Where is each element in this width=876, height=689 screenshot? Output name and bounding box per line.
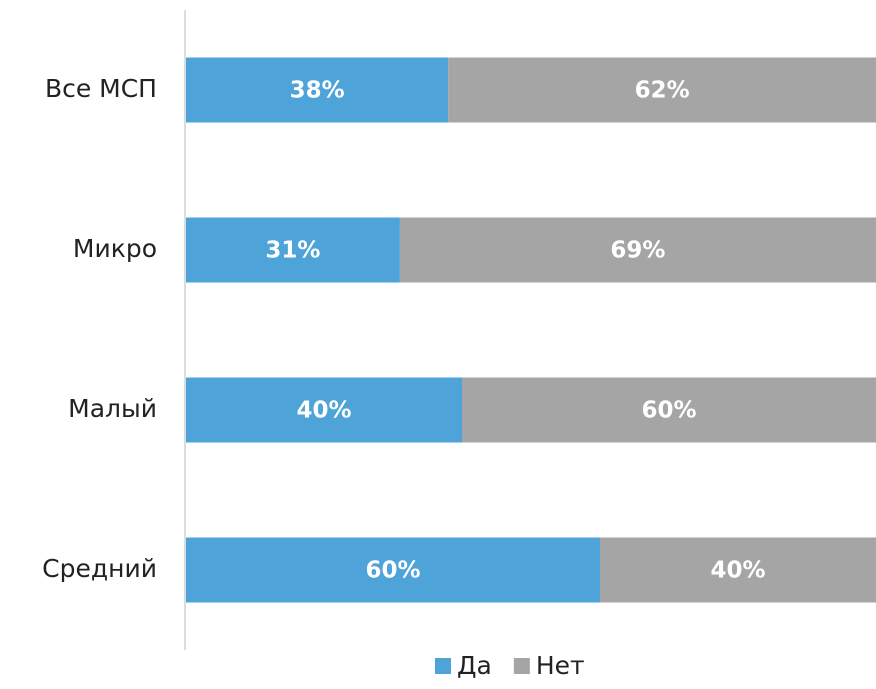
- bar-segment: [448, 57, 876, 123]
- value-label: 60%: [641, 398, 696, 424]
- category-label: Средний: [42, 554, 157, 583]
- bar-segment: [399, 217, 876, 283]
- category-label: Микро: [73, 234, 157, 263]
- category-label: Все МСП: [45, 74, 157, 103]
- value-label: 40%: [296, 398, 351, 424]
- value-label: 62%: [635, 78, 690, 104]
- bar-segment: [462, 377, 876, 443]
- bar-segment: [186, 377, 462, 443]
- legend-swatch: [513, 658, 530, 674]
- value-label: 31%: [265, 238, 320, 264]
- bar-segment: [186, 57, 449, 123]
- value-label: 69%: [610, 238, 665, 264]
- legend-label: Да: [457, 651, 492, 680]
- value-label: 60%: [365, 558, 420, 584]
- value-label: 40%: [710, 558, 765, 584]
- category-label: Малый: [68, 394, 157, 423]
- bar-segment: [600, 537, 876, 603]
- legend-swatch: [435, 658, 451, 674]
- legend-label: Нет: [536, 651, 585, 680]
- value-label: 38%: [290, 78, 345, 104]
- bar-segment: [186, 217, 400, 283]
- bar-segment: [186, 537, 600, 603]
